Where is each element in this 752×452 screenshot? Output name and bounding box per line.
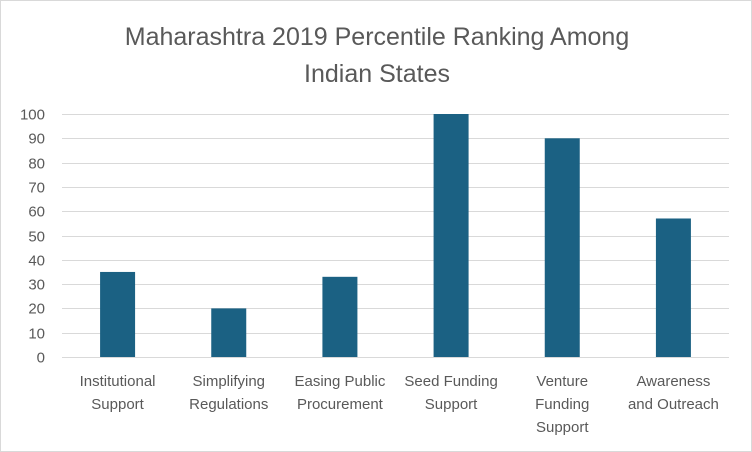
chart-title-line-1: Maharashtra 2019 Percentile Ranking Amon…	[125, 23, 629, 51]
x-category-label-line: Support	[536, 419, 589, 436]
x-category-label-line: Funding	[535, 396, 589, 413]
bar-2	[322, 276, 358, 357]
y-tick-label-20: 20	[28, 301, 45, 318]
x-category-label-line: Awareness	[636, 373, 710, 390]
y-tick-label-40: 40	[28, 253, 45, 270]
y-tick-label-80: 80	[28, 156, 45, 173]
x-category-label-line: and Outreach	[628, 396, 719, 413]
x-category-label-line: Simplifying	[192, 373, 265, 390]
x-category-label-line: Regulations	[189, 396, 268, 413]
x-category-label-line: Seed Funding	[404, 373, 497, 390]
x-category-label-line: Support	[91, 396, 144, 413]
bar-4	[544, 138, 580, 357]
y-tick-label-50: 50	[28, 229, 45, 246]
x-category-label-1: Simplifying Regulations	[189, 373, 268, 413]
bar-0	[100, 271, 136, 357]
x-category-label-line: Easing Public	[294, 373, 385, 390]
chart-title-line-2: Indian States	[304, 60, 450, 88]
y-tick-label-100: 100	[20, 107, 45, 124]
x-category-label-4: Venture Funding Support	[535, 373, 589, 436]
y-tick-label-70: 70	[28, 180, 45, 197]
y-tick-label-60: 60	[28, 204, 45, 221]
x-category-label-2: Easing Public Procurement	[294, 373, 385, 413]
gridlines	[62, 114, 729, 358]
chart-title: Maharashtra 2019 Percentile Ranking Amon…	[125, 23, 629, 88]
x-axis-labels: Institutional Support Simplifying Regulatio…	[80, 373, 719, 436]
y-tick-label-0: 0	[37, 350, 45, 367]
y-tick-label-90: 90	[28, 131, 45, 148]
x-category-label-line: Institutional	[80, 373, 156, 390]
x-category-label-line: Support	[425, 396, 478, 413]
bar-3	[433, 114, 469, 357]
y-tick-label-10: 10	[28, 326, 45, 343]
bar-1	[211, 308, 247, 357]
y-tick-label-30: 30	[28, 277, 45, 294]
x-category-label-3: Seed Funding Support	[404, 373, 497, 413]
x-category-label-line: Venture	[536, 373, 588, 390]
x-category-label-0: Institutional Support	[80, 373, 156, 413]
x-category-label-line: Procurement	[297, 396, 384, 413]
x-category-label-5: Awareness and Outreach	[628, 373, 719, 413]
bar-5	[655, 218, 691, 357]
y-axis-ticks: 0 10 20 30 40 50 60 70 80 90 100	[20, 107, 45, 367]
bars	[100, 114, 691, 357]
